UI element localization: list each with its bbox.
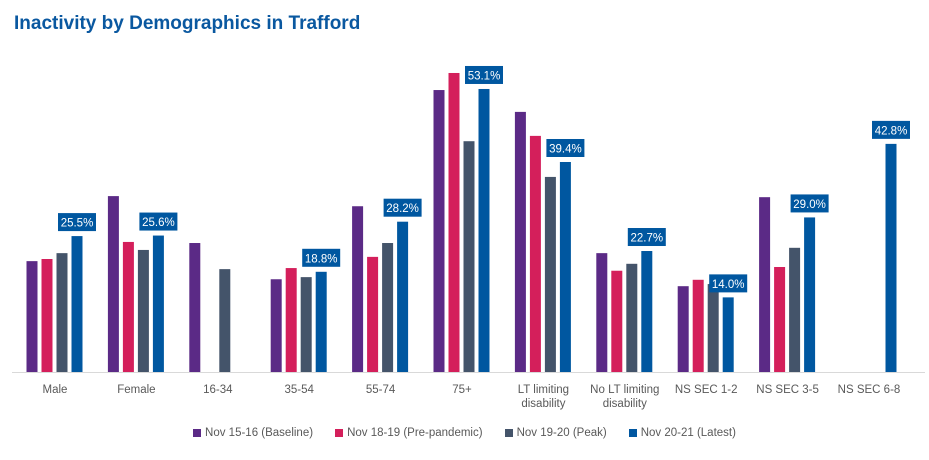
x-tick-label: Male (43, 384, 68, 396)
bar (56, 253, 68, 372)
bar (71, 236, 83, 372)
x-tick-label: disability (521, 398, 565, 410)
legend-item: Nov 15-16 (Baseline) (193, 427, 313, 439)
data-label: 25.6% (139, 212, 178, 231)
x-tick-label: NS SEC 6-8 (838, 384, 901, 396)
bar (107, 196, 119, 372)
bar (514, 111, 526, 373)
x-tick-label: disability (603, 398, 647, 410)
bar (367, 256, 379, 372)
bar (219, 269, 231, 372)
legend-label: Nov 20-21 (Latest) (640, 427, 736, 439)
svg-text:14.0%: 14.0% (712, 279, 745, 291)
bar (885, 143, 897, 372)
legend-item: Nov 20-21 (Latest) (628, 427, 736, 439)
legend-swatch (193, 429, 202, 437)
data-label: 39.4% (546, 138, 585, 157)
data-label: 28.2% (383, 198, 422, 217)
bar (315, 271, 327, 372)
bar (397, 221, 409, 372)
svg-text:53.1%: 53.1% (468, 70, 501, 82)
svg-text:25.6%: 25.6% (142, 217, 175, 229)
bar (707, 284, 719, 372)
bar (641, 251, 653, 372)
bar (352, 206, 364, 372)
x-tick-label: Female (117, 384, 155, 396)
bar (122, 241, 134, 372)
bar (433, 90, 445, 372)
chart-title: Inactivity by Demographics in Trafford (14, 13, 361, 34)
data-label: 14.0% (709, 274, 748, 293)
bar (152, 235, 164, 372)
bar (611, 270, 623, 372)
bar (300, 277, 312, 372)
legend-label: Nov 19-20 (Peak) (516, 427, 607, 439)
svg-text:25.5%: 25.5% (61, 218, 94, 230)
bar (41, 259, 53, 372)
svg-text:39.4%: 39.4% (549, 143, 582, 155)
x-tick-label: No LT limiting (590, 384, 659, 396)
legend: Nov 15-16 (Baseline) Nov 18-19 (Pre-pande… (0, 427, 929, 439)
bar (448, 72, 460, 372)
data-label: 25.5% (58, 213, 96, 232)
bar (692, 279, 704, 372)
legend-item: Nov 18-19 (Pre-pandemic) (335, 427, 483, 439)
data-label: 22.7% (627, 228, 666, 247)
bar (544, 176, 556, 372)
bar (529, 135, 541, 372)
bar (285, 268, 297, 372)
data-label: 18.8% (302, 248, 341, 267)
bar (137, 249, 149, 372)
svg-text:28.2%: 28.2% (386, 203, 419, 215)
x-tick-label: LT limiting (518, 384, 569, 396)
x-tick-label: 16-34 (203, 384, 233, 396)
x-tick-label: 75+ (452, 384, 472, 396)
bar (596, 253, 608, 372)
legend-swatch (504, 429, 513, 437)
bar (559, 161, 571, 372)
bar (26, 261, 38, 372)
bar (463, 141, 475, 372)
svg-text:22.7%: 22.7% (630, 233, 663, 245)
bar (774, 266, 786, 372)
data-label: 29.0% (790, 194, 829, 213)
bar (382, 243, 394, 372)
bar (759, 197, 771, 372)
data-label: 53.1% (465, 65, 503, 84)
bar (626, 263, 638, 372)
bar (189, 243, 201, 372)
bar (677, 286, 689, 372)
svg-text:29.0%: 29.0% (793, 199, 826, 211)
legend-label: Nov 18-19 (Pre-pandemic) (347, 427, 483, 439)
legend-swatch (628, 429, 637, 437)
x-tick-label: 55-74 (366, 384, 396, 396)
bar (804, 217, 816, 372)
x-tick-label: NS SEC 1-2 (675, 384, 738, 396)
legend-item: Nov 19-20 (Peak) (504, 427, 607, 439)
x-tick-label: NS SEC 3-5 (756, 384, 819, 396)
data-label: 42.8% (872, 120, 910, 139)
bar (722, 297, 734, 372)
x-tick-label: 35-54 (284, 384, 314, 396)
bar (478, 88, 490, 373)
svg-text:42.8%: 42.8% (875, 125, 908, 137)
svg-text:18.8%: 18.8% (305, 253, 338, 265)
bar (789, 247, 801, 372)
legend-label: Nov 15-16 (Baseline) (205, 427, 314, 439)
bar (270, 279, 282, 372)
legend-swatch (335, 429, 344, 437)
